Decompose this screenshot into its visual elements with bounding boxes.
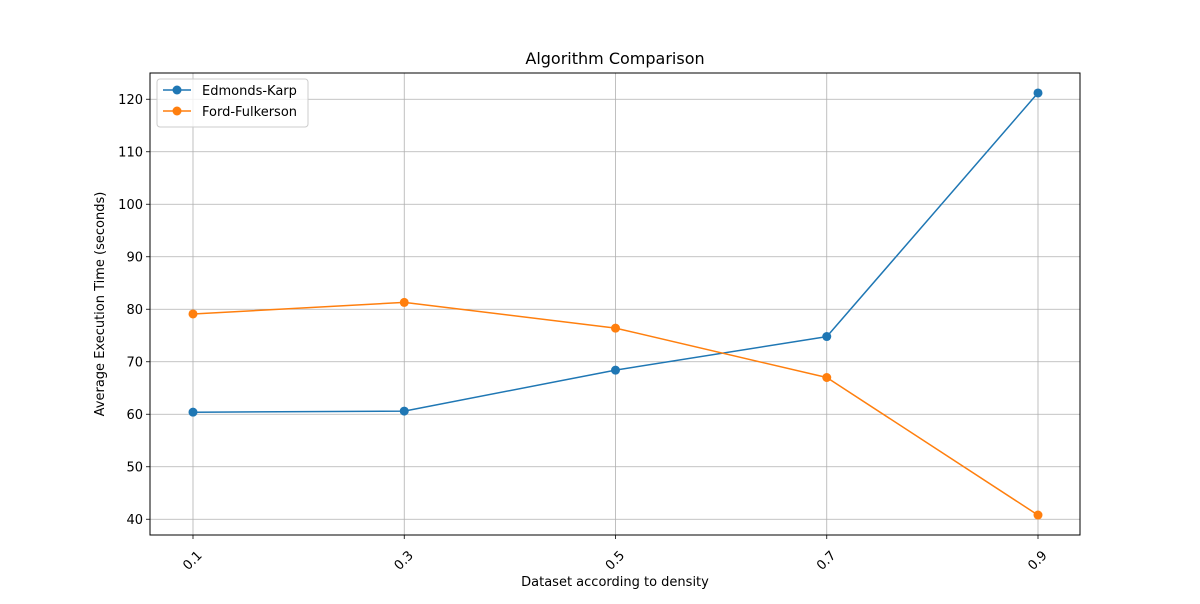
- y-axis-ticks: 40 50 60 70 80 90 100 110 120: [118, 93, 150, 528]
- series-lines: [188, 88, 1043, 520]
- series-point-1: [1033, 510, 1043, 520]
- y-tick-label: 40: [126, 513, 143, 528]
- legend-label-1: Ford-Fulkerson: [202, 105, 297, 120]
- legend-entry-1: Ford-Fulkerson: [163, 105, 297, 120]
- x-axis-label: Dataset according to density: [521, 575, 709, 590]
- grid-lines: [150, 73, 1080, 535]
- y-tick-label: 60: [126, 408, 143, 423]
- series-point-1: [399, 297, 409, 307]
- plot-area-frame: [149, 72, 1081, 536]
- y-tick-label: 90: [126, 250, 143, 265]
- series-point-0: [188, 407, 198, 417]
- series-point-0: [1033, 88, 1043, 98]
- chart-title: Algorithm Comparison: [525, 49, 704, 68]
- legend: Edmonds-Karp Ford-Fulkerson: [156, 78, 309, 128]
- y-tick-label: 50: [126, 460, 143, 475]
- legend-label-0: Edmonds-Karp: [202, 84, 297, 99]
- legend-marker-0: [172, 85, 182, 95]
- series-point-1: [611, 323, 620, 333]
- series-point-1: [822, 373, 832, 382]
- series-point-0: [611, 365, 620, 375]
- y-tick-label: 70: [126, 355, 143, 370]
- series-point-1: [188, 309, 198, 319]
- series-point-0: [822, 332, 832, 342]
- legend-box: [156, 78, 309, 128]
- series-point-0: [399, 406, 409, 416]
- y-tick-label: 110: [118, 145, 143, 160]
- legend-marker-1: [172, 106, 182, 116]
- y-tick-label: 120: [118, 93, 143, 108]
- y-tick-label: 100: [118, 198, 143, 213]
- y-axis-label: Average Execution Time (seconds): [93, 192, 108, 417]
- y-tick-label: 80: [126, 303, 143, 318]
- legend-entry-0: Edmonds-Karp: [163, 84, 297, 99]
